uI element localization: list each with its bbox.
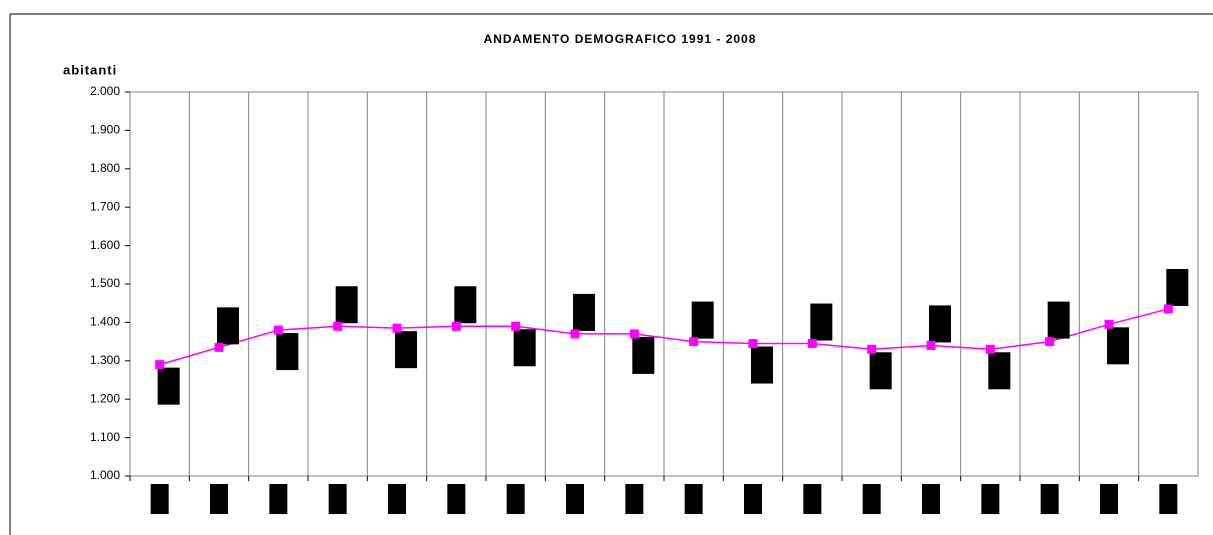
redaction xyxy=(922,484,940,514)
data-point xyxy=(1045,337,1055,347)
redaction xyxy=(988,352,1011,390)
y-tick-label: 1.000 xyxy=(90,468,120,482)
redaction xyxy=(744,484,762,514)
redaction xyxy=(981,484,1000,514)
redaction xyxy=(1107,327,1129,365)
redaction xyxy=(513,329,536,367)
y-tick-label: 1.700 xyxy=(90,199,120,213)
redaction xyxy=(1159,484,1178,514)
y-tick-label: 1.500 xyxy=(90,276,120,290)
data-point xyxy=(511,321,521,331)
redaction xyxy=(869,352,892,390)
data-point xyxy=(807,339,817,349)
redaction xyxy=(1040,484,1059,514)
data-point xyxy=(333,321,343,331)
data-point xyxy=(1104,319,1114,329)
redaction xyxy=(566,484,584,514)
redaction xyxy=(506,484,525,514)
redaction xyxy=(1100,484,1118,514)
redaction xyxy=(157,367,180,405)
redaction xyxy=(632,336,655,374)
chart-title: ANDAMENTO DEMOGRAFICO 1991 - 2008 xyxy=(484,32,757,46)
y-tick-label: 1.100 xyxy=(90,430,120,444)
y-tick-label: 1.600 xyxy=(90,238,120,252)
redaction xyxy=(276,333,299,371)
redaction xyxy=(1166,268,1189,306)
redaction xyxy=(625,484,644,514)
y-tick-label: 1.800 xyxy=(90,161,120,175)
data-point xyxy=(926,340,936,350)
data-point xyxy=(451,321,461,331)
data-point xyxy=(214,342,224,352)
data-point xyxy=(629,329,639,339)
redaction xyxy=(150,484,169,514)
redaction xyxy=(1047,301,1070,339)
y-tick-label: 1.200 xyxy=(90,391,120,405)
y-tick-label: 1.400 xyxy=(90,315,120,329)
data-point xyxy=(689,337,699,347)
data-point xyxy=(985,344,995,354)
redaction xyxy=(751,346,773,384)
redaction xyxy=(447,484,466,514)
y-tick-label: 1.900 xyxy=(90,123,120,137)
redaction xyxy=(684,484,703,514)
data-point xyxy=(748,339,758,349)
redaction xyxy=(803,484,822,514)
redaction xyxy=(395,331,417,369)
redaction xyxy=(328,484,347,514)
redaction xyxy=(217,307,239,345)
data-point xyxy=(392,323,402,333)
data-point xyxy=(570,329,580,339)
data-point xyxy=(1163,304,1173,314)
y-tick-label: 2.000 xyxy=(90,84,120,98)
data-point xyxy=(867,344,877,354)
redaction xyxy=(454,286,477,324)
data-point xyxy=(273,325,283,335)
redaction xyxy=(210,484,228,514)
redaction xyxy=(388,484,406,514)
y-axis-label: abitanti xyxy=(63,62,117,77)
y-tick-label: 1.300 xyxy=(90,353,120,367)
redaction xyxy=(691,301,714,339)
redaction xyxy=(862,484,881,514)
series-line xyxy=(159,308,1169,366)
data-point xyxy=(155,360,165,370)
redaction xyxy=(929,305,951,343)
redaction xyxy=(269,484,288,514)
redaction xyxy=(810,303,833,341)
redaction xyxy=(573,293,595,331)
redaction xyxy=(335,286,358,324)
